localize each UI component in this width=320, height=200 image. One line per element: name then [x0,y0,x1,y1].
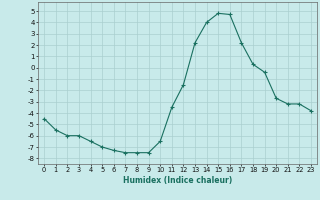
X-axis label: Humidex (Indice chaleur): Humidex (Indice chaleur) [123,176,232,185]
